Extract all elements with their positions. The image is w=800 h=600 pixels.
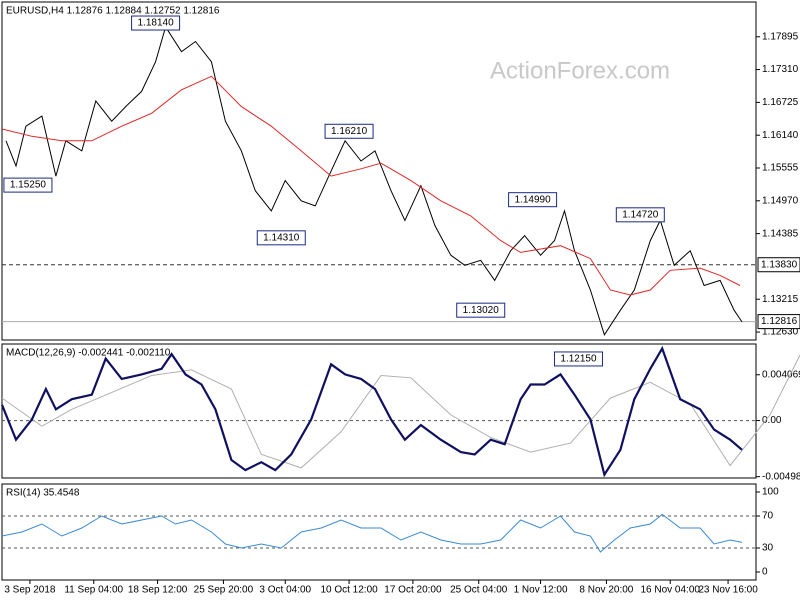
panel-title: EURUSD,H4 1.12876 1.12884 1.12752 1.1281… bbox=[6, 6, 220, 17]
annotation-box bbox=[131, 15, 181, 31]
annotation-label: 1.12150 bbox=[560, 354, 597, 365]
series-line bbox=[1, 75, 741, 296]
x-tick-label: 23 Nov 16:00 bbox=[698, 585, 758, 596]
annotation-box bbox=[615, 207, 665, 223]
annotation-label: 1.16210 bbox=[331, 126, 368, 137]
annotation-label: 1.14990 bbox=[515, 194, 552, 205]
x-tick-label: 1 Nov 12:00 bbox=[514, 585, 568, 596]
x-tick-label: 8 Nov 20:00 bbox=[579, 585, 633, 596]
x-tick-label: 17 Oct 20:00 bbox=[384, 585, 442, 596]
y-tick-label: 1.13215 bbox=[762, 294, 799, 305]
y-tick-label: 70 bbox=[762, 511, 774, 522]
x-tick-label: 11 Sep 04:00 bbox=[64, 585, 123, 596]
panel-title: MACD(12,26,9) -0.002441 -0.002110 bbox=[6, 348, 171, 359]
panel-frame bbox=[1, 343, 757, 479]
x-tick-label: 10 Oct 12:00 bbox=[320, 585, 378, 596]
x-tick-label: 18 Sep 12:00 bbox=[128, 585, 188, 596]
y-tick-label: 1.12630 bbox=[762, 327, 799, 338]
series-line bbox=[1, 513, 743, 553]
y-tick-label: 1.16140 bbox=[762, 130, 799, 141]
annotation-box bbox=[324, 123, 374, 139]
x-tick-label: 25 Sep 20:00 bbox=[194, 585, 254, 596]
annotation-box bbox=[456, 302, 506, 318]
series-line bbox=[5, 25, 743, 336]
price-label: 1.12816 bbox=[761, 316, 798, 327]
y-tick-label: 1.14970 bbox=[762, 195, 799, 206]
y-tick-label: 0 bbox=[762, 567, 768, 578]
annotation-label: 1.13020 bbox=[463, 305, 500, 316]
series-line bbox=[0, 345, 743, 478]
y-tick-label: 1.16725 bbox=[762, 97, 799, 108]
series-line bbox=[1, 354, 800, 469]
annotation-label: 1.15250 bbox=[10, 180, 47, 191]
price-label-box bbox=[757, 257, 800, 273]
y-tick-label: 100 bbox=[762, 487, 779, 498]
y-tick-label: -0.004981 bbox=[762, 471, 800, 482]
x-tick-label: 25 Oct 04:00 bbox=[450, 585, 508, 596]
y-tick-label: 0.004069 bbox=[762, 369, 800, 380]
y-tick-label: 1.17310 bbox=[762, 64, 799, 75]
annotation-box bbox=[508, 192, 558, 208]
annotation-box bbox=[553, 351, 603, 367]
panel-frame bbox=[1, 483, 757, 581]
panel-frame bbox=[1, 1, 757, 341]
price-label-box bbox=[757, 314, 800, 330]
watermark: ActionForex.com bbox=[490, 57, 670, 84]
x-tick-label: 16 Nov 04:00 bbox=[640, 585, 700, 596]
annotation-box bbox=[256, 230, 306, 246]
y-tick-label: 1.15555 bbox=[762, 163, 799, 174]
y-tick-label: 0.00 bbox=[762, 415, 782, 426]
annotation-label: 1.14720 bbox=[622, 209, 659, 220]
x-tick-label: 3 Oct 04:00 bbox=[259, 585, 311, 596]
annotation-box bbox=[3, 177, 53, 193]
y-tick-label: 1.14385 bbox=[762, 228, 799, 239]
y-tick-label: 1.17895 bbox=[762, 31, 799, 42]
price-label: 1.13830 bbox=[761, 259, 798, 270]
y-tick-label: 30 bbox=[762, 543, 774, 554]
annotation-label: 1.14310 bbox=[263, 232, 300, 243]
x-tick-label: 3 Sep 2018 bbox=[4, 585, 56, 596]
annotation-label: 1.18140 bbox=[138, 18, 175, 29]
panel-title: RSI(14) 35.4548 bbox=[6, 488, 80, 499]
